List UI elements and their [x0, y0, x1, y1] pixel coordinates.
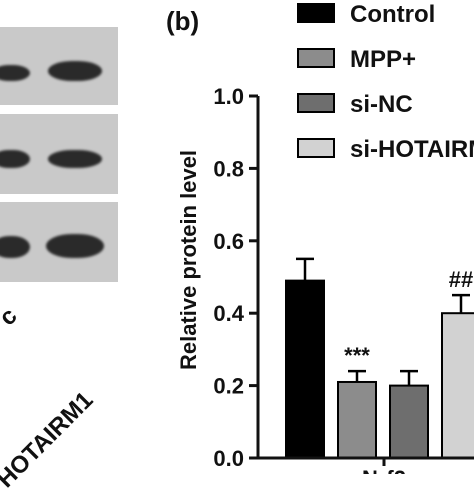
legend: Control MPP+ si-NC si-HOTAIRM1: [297, 1, 474, 163]
blot-band: [0, 65, 30, 81]
blot-panel: [0, 202, 118, 282]
legend-swatch: [297, 48, 335, 68]
y-tick-label: 0.4: [213, 301, 244, 326]
y-tick-label: 1.0: [213, 84, 244, 109]
blot-band: [48, 150, 102, 168]
bar-si-nc: [389, 384, 429, 460]
y-axis-title: Relative protein level: [176, 150, 201, 370]
bars: *** ##: [285, 257, 474, 460]
blot-panel: [0, 114, 118, 194]
bar-mpp-: [337, 380, 377, 460]
y-tick-label: 0.6: [213, 229, 244, 254]
blot-band: [48, 61, 102, 81]
y-axis: 0.0 0.2 0.4 0.6 0.8 1.0: [213, 84, 260, 471]
y-tick-label: 0.2: [213, 374, 244, 399]
bar-control: [285, 279, 325, 459]
blot-panel: [0, 27, 118, 105]
blot-band: [46, 234, 104, 258]
significance-label: ##: [449, 267, 473, 292]
legend-label: si-HOTAIRM1: [350, 136, 474, 163]
x-tick-label: Nrf2: [362, 466, 406, 474]
legend-swatch: [297, 93, 335, 113]
y-tick-label: 0.8: [213, 156, 244, 181]
western-blot-image: c HOTAIRM1: [0, 0, 124, 493]
bar-chart: (b) Control MPP+ si-NC si-HOTAIRM1 Relative…: [166, 1, 474, 474]
legend-label: Control: [350, 1, 435, 28]
x-axis: Nrf2: [258, 456, 474, 474]
panel-label: (b): [166, 6, 199, 36]
bar-si-hotairm1: [441, 312, 474, 460]
legend-swatch: [297, 3, 335, 23]
y-tick-label: 0.0: [213, 446, 244, 471]
blot-band: [0, 150, 30, 168]
legend-label: MPP+: [350, 46, 416, 73]
significance-label: ***: [344, 343, 370, 368]
legend-label: si-NC: [350, 91, 413, 118]
blot-band: [0, 236, 30, 258]
legend-swatch: [297, 138, 335, 158]
